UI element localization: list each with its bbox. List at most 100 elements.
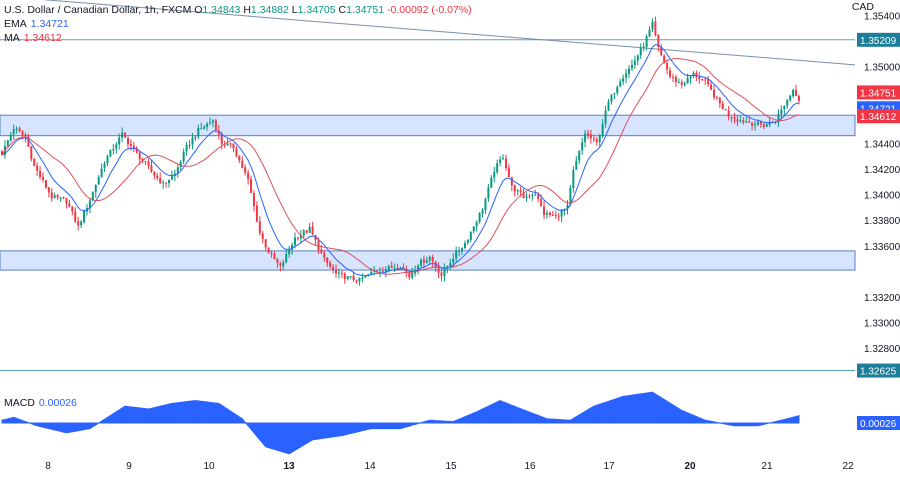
candle-body xyxy=(170,176,173,180)
candle-body xyxy=(419,259,422,266)
legend-ema-row[interactable]: EMA 1.34721 xyxy=(4,17,472,31)
candle-body xyxy=(294,237,296,245)
candle-body xyxy=(745,121,748,123)
support-resistance-zones xyxy=(0,114,856,271)
candle-body xyxy=(44,180,47,188)
symbol-title[interactable]: U.S. Dollar / Canadian Dollar, 1h, FXCM xyxy=(4,4,192,16)
horizontal-levels xyxy=(0,39,855,372)
candle-body xyxy=(88,200,91,209)
candle-body xyxy=(654,21,657,36)
candle-body xyxy=(112,149,115,151)
candle-body xyxy=(437,267,440,273)
candle-body xyxy=(625,73,628,78)
x-tick-label: 9 xyxy=(126,461,132,472)
candle-body xyxy=(376,270,379,272)
candle-body xyxy=(56,195,59,198)
candle-body xyxy=(633,60,636,65)
candle-body xyxy=(358,277,361,282)
candle-body xyxy=(756,121,759,125)
macd-legend[interactable]: MACD 0.00026 xyxy=(4,397,77,409)
y-tick-label: 1.35000 xyxy=(864,63,900,74)
candle-body xyxy=(129,143,132,146)
ema-line[interactable] xyxy=(1,44,800,277)
candle-body xyxy=(206,123,209,127)
candle-body xyxy=(463,243,466,249)
candle-body xyxy=(692,72,695,77)
candle-body xyxy=(636,55,639,61)
candle-body xyxy=(126,137,129,145)
candle-body xyxy=(74,211,77,222)
close-value: 1.34751 xyxy=(346,4,385,16)
price-axis: 1.354001.350001.348001.344001.342001.340… xyxy=(864,11,900,355)
trendline-line[interactable] xyxy=(0,0,856,66)
candle-body xyxy=(214,120,217,131)
candle-body xyxy=(381,271,384,273)
candle-body xyxy=(162,182,165,184)
candle-body xyxy=(390,265,393,268)
candle-body xyxy=(557,215,560,217)
candle-body xyxy=(132,145,135,149)
candle-body xyxy=(255,205,258,222)
x-tick-label: 13 xyxy=(283,461,295,472)
y-tick-label: 1.32800 xyxy=(864,344,900,355)
y-tick-label: 1.33200 xyxy=(864,293,900,304)
legend-ma-row[interactable]: MA 1.34612 xyxy=(4,31,472,45)
candle-body xyxy=(669,70,672,77)
x-tick-label: 22 xyxy=(842,461,854,472)
candle-body xyxy=(91,191,94,201)
candle-body xyxy=(402,267,405,269)
candle-body xyxy=(698,76,701,80)
candle-body xyxy=(59,197,62,199)
candle-body xyxy=(83,211,86,223)
candle-body xyxy=(768,121,771,125)
candle-body xyxy=(584,133,587,143)
candle-body xyxy=(223,144,226,146)
candle-body xyxy=(147,161,150,166)
candle-body xyxy=(487,187,490,199)
x-tick-label: 8 xyxy=(45,461,51,472)
candle-body xyxy=(595,139,598,143)
candle-body xyxy=(299,235,302,239)
high-label: H xyxy=(243,4,251,16)
candle-body xyxy=(378,271,381,273)
candle-body xyxy=(176,167,179,174)
candle-body xyxy=(786,99,789,106)
candle-body xyxy=(754,124,757,126)
candle-body xyxy=(613,93,616,95)
candle-body xyxy=(502,158,505,160)
candle-body xyxy=(165,182,168,184)
candle-body xyxy=(77,221,80,226)
candle-body xyxy=(680,82,683,85)
candle-body xyxy=(21,131,24,135)
candle-body xyxy=(153,171,156,176)
macd-area[interactable] xyxy=(1,391,800,455)
candle-body xyxy=(36,165,39,171)
zone-rect[interactable] xyxy=(0,114,856,137)
candle-body xyxy=(490,177,493,188)
candle-body xyxy=(645,36,648,48)
candle-body xyxy=(97,177,100,185)
candle-body xyxy=(707,79,710,85)
candle-body xyxy=(261,233,264,239)
candle-body xyxy=(276,259,279,263)
candle-body xyxy=(592,138,595,140)
candle-body xyxy=(209,122,212,124)
candle-body xyxy=(762,123,765,127)
currency-label: CAD xyxy=(851,1,874,13)
candle-body xyxy=(229,143,232,145)
close-label: C xyxy=(338,4,347,16)
ema-value: 1.34721 xyxy=(30,18,69,30)
x-tick-label: 16 xyxy=(524,461,536,472)
x-tick-label: 21 xyxy=(761,461,773,472)
candle-body xyxy=(481,210,484,214)
candle-body xyxy=(53,195,56,199)
candle-body xyxy=(674,77,677,83)
x-tick-label: 14 xyxy=(364,461,376,472)
candle-body xyxy=(343,273,346,280)
candle-body xyxy=(384,269,387,272)
candle-body xyxy=(607,101,610,111)
ma-line[interactable] xyxy=(1,58,800,275)
candle-body xyxy=(323,252,326,258)
